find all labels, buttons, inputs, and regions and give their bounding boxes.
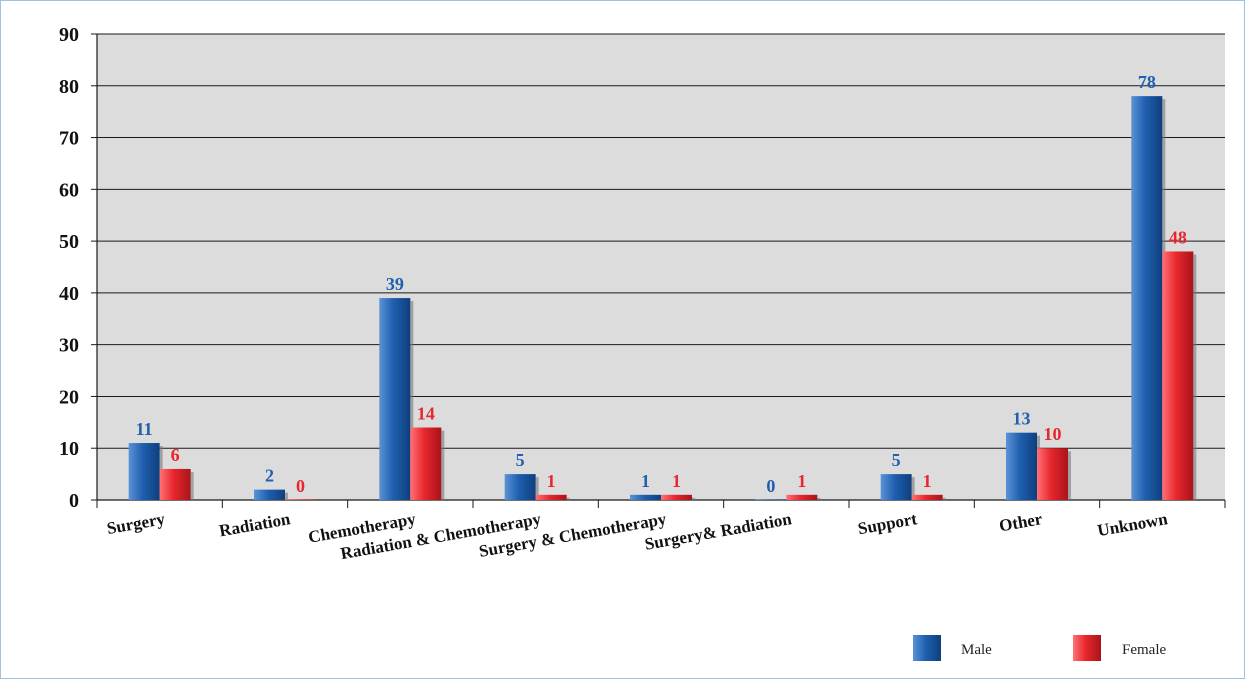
bar-shadow: [692, 497, 695, 500]
data-label-female: 6: [171, 445, 180, 465]
legend-label-female: Female: [1122, 642, 1166, 658]
data-label-female: 0: [296, 476, 305, 496]
data-label-male: 13: [1013, 409, 1031, 429]
bar-female: [661, 494, 692, 500]
bar-male: [1006, 432, 1037, 500]
y-tick-label: 0: [69, 490, 79, 512]
bar-female: [911, 494, 943, 500]
data-label-female: 1: [923, 471, 932, 491]
y-tick-label: 10: [59, 438, 79, 460]
bar-shadow: [441, 430, 445, 500]
y-tick-labels: 0 10 20 30 40 50 60 70 80 90: [59, 24, 79, 512]
bar-female: [285, 499, 316, 500]
bar-shadow: [535, 477, 539, 500]
bar-male: [880, 474, 912, 500]
y-tick-label: 20: [59, 386, 79, 408]
bar-shadow: [566, 497, 570, 500]
bar-female: [535, 494, 567, 500]
x-tick-label: Other: [998, 509, 1045, 535]
plot-background: [97, 34, 1225, 500]
y-tick-label: 70: [59, 128, 79, 150]
y-tick-label: 60: [59, 179, 79, 201]
x-tick-label: Unknown: [1096, 509, 1170, 540]
bar-shadow: [1193, 254, 1197, 500]
gridlines: [91, 33, 1225, 501]
y-tick-label: 30: [59, 335, 79, 357]
bar-shadow: [410, 301, 414, 500]
data-label-male: 0: [766, 476, 775, 496]
bars: [128, 96, 1197, 500]
data-label-female: 14: [417, 404, 435, 424]
data-label-male: 1: [641, 471, 650, 491]
data-label-male: 39: [386, 274, 404, 294]
data-label-male: 5: [892, 450, 901, 470]
bar-shadow: [1068, 451, 1071, 500]
bar-female: [159, 468, 191, 500]
y-tick-label: 50: [59, 231, 79, 253]
legend-swatch-female: [1073, 635, 1101, 661]
x-tick-label: Radiation: [218, 509, 293, 540]
x-tick-label: Surgery& Radiation: [643, 509, 793, 554]
bar-female: [1037, 448, 1068, 500]
bar-shadow: [942, 497, 946, 500]
data-label-female: 1: [547, 471, 556, 491]
y-tick-label: 90: [59, 24, 79, 46]
bar-male: [254, 489, 285, 500]
x-tick-label: Surgery: [105, 509, 166, 538]
data-label-female: 10: [1044, 424, 1062, 444]
bar-shadow: [817, 497, 821, 500]
data-label-male: 5: [516, 450, 525, 470]
data-label-male: 2: [265, 466, 274, 486]
bar-female: [1162, 251, 1194, 500]
data-label-female: 48: [1169, 227, 1187, 247]
data-label-male: 11: [136, 419, 153, 439]
x-tick-label: Support: [856, 509, 918, 538]
legend: Male Female: [913, 635, 1166, 661]
legend-swatch-male: [913, 635, 941, 661]
data-label-female: 1: [797, 471, 806, 491]
bar-male: [128, 443, 160, 500]
bar-male: [630, 494, 661, 500]
bar-shadow: [911, 477, 915, 500]
bar-male: [379, 298, 411, 500]
bar-shadow: [285, 492, 288, 500]
data-label-female: 1: [672, 471, 681, 491]
bar-female: [786, 494, 818, 500]
legend-label-male: Male: [961, 642, 992, 658]
y-tick-label: 40: [59, 283, 79, 305]
bar-male: [1131, 96, 1163, 500]
bar-shadow: [190, 471, 194, 500]
y-tick-label: 80: [59, 76, 79, 98]
bar-male: [504, 474, 536, 500]
bar-male: [755, 499, 787, 500]
data-label-male: 78: [1138, 72, 1156, 92]
bar-female: [410, 427, 442, 500]
